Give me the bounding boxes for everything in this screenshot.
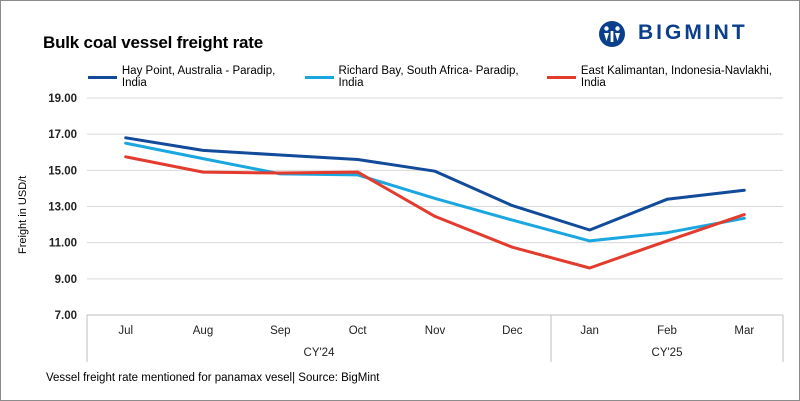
x-tick-label: Jul [118,325,133,337]
x-tick-label: Nov [425,325,446,337]
x-tick-label: Oct [349,325,368,337]
series-line-1 [124,141,746,243]
legend-swatch [88,75,117,79]
x-tick-label: Sep [270,325,290,337]
bigmint-logo: BIGMINT [596,19,786,49]
legend-swatch [546,75,576,79]
footer-note: Vessel freight rate mentioned for panama… [46,372,380,384]
legend-label: Richard Bay, South Africa- Paradip, Indi… [338,65,519,89]
series-line-0 [124,136,746,232]
series-line-2 [124,155,746,270]
bigmint-logo-icon [599,21,625,47]
x-tick-label: Mar [734,325,754,337]
y-tick-label: 13.00 [48,202,77,214]
legend-item-richard-bay: Richard Bay, South Africa- Paradip, Indi… [304,65,539,89]
legend-item-hay-point: Hay Point, Australia - Paradip, India [88,65,297,89]
y-tick-label: 9.00 [55,274,77,286]
legend-swatch [304,75,334,79]
legend-item-east-kalimantan: East Kalimantan, Indonesia-Navlakhi, Ind… [546,65,792,89]
group-label: CY'25 [652,347,683,359]
legend-label: East Kalimantan, Indonesia-Navlakhi, Ind… [580,65,773,89]
chart-legend: Hay Point, Australia - Paradip, India Ri… [88,65,800,89]
y-tick-label: 15.00 [48,165,77,177]
y-tick-label: 11.00 [49,238,77,250]
x-tick-label: Dec [502,325,523,337]
y-tick-label: 19.00 [48,93,77,105]
x-tick-label: Aug [193,325,213,337]
x-tick-label: Feb [657,325,677,337]
logo-text: BIGMINT [638,21,748,44]
group-label: CY'24 [304,347,336,359]
y-tick-label: 17.00 [48,129,77,141]
chart-title: Bulk coal vessel freight rate [43,33,264,52]
y-tick-label: 7.00 [55,310,77,322]
x-tick-label: Jan [580,325,599,337]
legend-label: Hay Point, Australia - Paradip, India [121,65,276,89]
